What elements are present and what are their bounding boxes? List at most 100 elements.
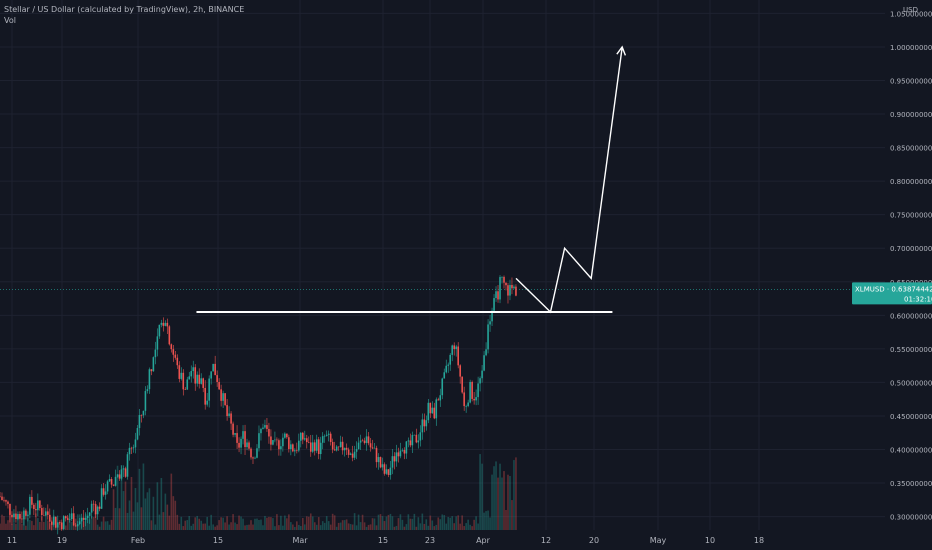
time-tick-label: 18 [754, 536, 764, 545]
candle-body [31, 496, 33, 505]
candle-body [507, 285, 509, 296]
candle-body [180, 372, 183, 379]
volume-bar [327, 521, 330, 530]
candle-body [515, 286, 517, 296]
candle-body [226, 405, 228, 417]
symbol-title[interactable]: Stellar / US Dollar (calculated by Tradi… [4, 5, 245, 14]
grid-lines [0, 0, 885, 530]
volume-bar [282, 525, 284, 530]
volume-bar [415, 526, 418, 530]
candle-body [84, 517, 87, 520]
candle-body [29, 496, 31, 515]
candle-body [35, 509, 37, 511]
currency-label: USD [903, 6, 918, 14]
volume-bar [471, 526, 473, 530]
candle-body [349, 453, 352, 455]
volume-bar [457, 515, 459, 530]
candle-body [317, 439, 320, 455]
volume-bar [66, 516, 69, 530]
chart-legend: Stellar / US Dollar (calculated by Tradi… [4, 4, 244, 26]
candle-body [220, 389, 222, 401]
candle-body [258, 433, 260, 449]
candle-body [184, 389, 187, 390]
time-axis[interactable]: 11 19 Feb 15 Mar 15 23 Apr 12 20 May 10 18 [7, 536, 764, 545]
volume-bar [343, 520, 346, 530]
price-tick-label: 0.75000000 [890, 212, 932, 220]
volume-bar [407, 514, 410, 530]
volume-bar [126, 512, 129, 530]
time-tick-label: 19 [57, 536, 67, 545]
volume-bar [45, 513, 47, 530]
volume-bar [33, 525, 35, 530]
volume-bar [220, 517, 222, 530]
candle-body [37, 500, 39, 511]
candle-body [453, 345, 455, 350]
price-tick-label: 0.45000000 [890, 413, 932, 421]
candle-body [190, 371, 193, 377]
candle-body [298, 440, 300, 451]
volume-bar [152, 496, 155, 530]
candle-body [355, 449, 358, 452]
volume-bar [104, 521, 107, 530]
candle-body [50, 521, 53, 525]
volume-bar [363, 522, 366, 530]
price-tick-label: 0.50000000 [890, 379, 932, 387]
volume-bar [298, 524, 300, 530]
volume-bar [272, 518, 274, 530]
volume-bar [92, 516, 95, 530]
candle-body [68, 519, 71, 520]
candle-body [98, 506, 101, 509]
candle-body [66, 518, 69, 520]
volume-bar [513, 460, 515, 530]
volume-bar [387, 514, 390, 530]
volume-bar [172, 496, 175, 530]
volume-bar [511, 500, 513, 530]
candle-body [329, 433, 332, 442]
candle-body [403, 450, 406, 454]
volume-bar [501, 477, 503, 530]
candle-body [230, 413, 232, 424]
candle-body [427, 402, 430, 421]
volume-bar [120, 464, 123, 530]
volume-bar [339, 522, 342, 530]
volume-bar [138, 468, 141, 530]
time-tick-label: May [650, 536, 667, 545]
candle-body [240, 438, 242, 448]
candle-body [347, 449, 350, 455]
drawing-layer[interactable] [196, 45, 627, 314]
candle-body [288, 437, 290, 450]
volume-label[interactable]: Vol [4, 16, 16, 25]
candle-body [365, 436, 368, 444]
volume-bar [124, 481, 127, 530]
time-tick-label: 15 [378, 536, 388, 545]
candle-body [431, 407, 434, 414]
candle-body [13, 513, 15, 518]
volume-bar [365, 526, 368, 530]
candle-body [391, 456, 394, 468]
candle-body [379, 457, 382, 468]
volume-bar [270, 517, 272, 530]
candle-body [140, 415, 143, 416]
candle-body [60, 522, 63, 529]
candle-body [331, 441, 334, 450]
current-price-tag: XLMUSD · 0.63874442 01:32:10 [852, 282, 932, 305]
volume-bar [483, 512, 485, 530]
candle-body [387, 469, 390, 475]
candle-body [409, 440, 412, 446]
volume-bar [274, 526, 276, 530]
candle-body [501, 276, 503, 278]
volume-bar [437, 517, 440, 530]
time-tick-label: 15 [213, 536, 223, 545]
price-tag-bg [852, 282, 932, 305]
candle-body [495, 291, 497, 299]
candle-body [503, 276, 505, 283]
volume-bar [132, 511, 135, 530]
volume-bar [35, 513, 37, 530]
volume-bar [453, 523, 455, 530]
volume-bar [88, 519, 91, 530]
volume-bar [473, 519, 475, 530]
candle-body [270, 436, 272, 445]
price-axis[interactable]: 1.05000000 1.00000000 0.95000000 0.90000000… [890, 6, 932, 522]
candle-body [377, 457, 380, 463]
